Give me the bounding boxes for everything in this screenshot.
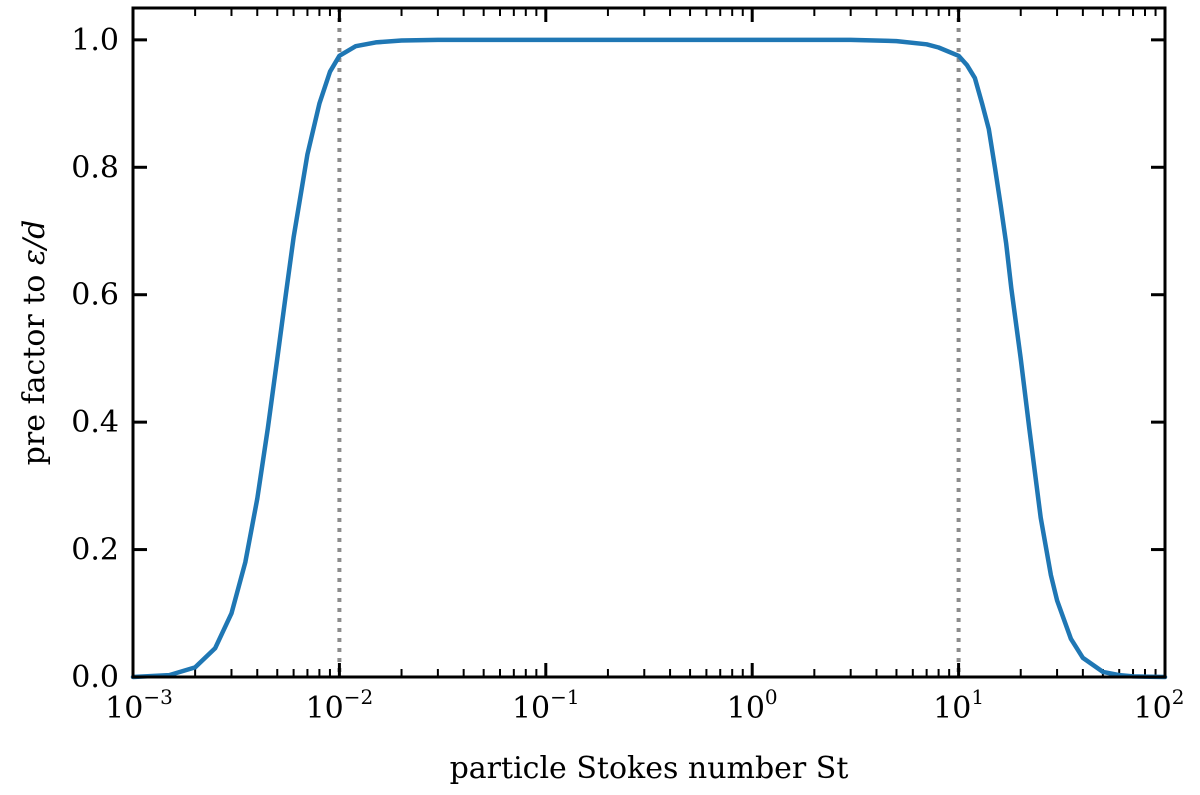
- y-tick-label: 0.0: [71, 660, 119, 695]
- y-tick-label: 0.8: [71, 150, 119, 185]
- x-axis-label: particle Stokes number St: [450, 751, 849, 786]
- tick-labels: 10−3 10−2 10−1 100 101 102 0.0 0.2 0.4 0.6 0.8 1.0: [71, 23, 1184, 726]
- y-tick-label: 0.6: [71, 278, 119, 313]
- x-tick-label: 10−2: [306, 685, 374, 726]
- y-tick-label: 1.0: [71, 23, 119, 58]
- y-tick-label: 0.4: [71, 405, 119, 440]
- reference-lines: [337, 8, 961, 677]
- x-tick-label: 102: [1134, 685, 1185, 726]
- x-tick-label: 101: [933, 685, 984, 726]
- x-tick-label: 10−3: [105, 685, 173, 726]
- y-axis-label-math: ε/d: [17, 220, 52, 265]
- series-group: [130, 37, 1168, 680]
- plot-frame: [131, 6, 1167, 679]
- y-axis-label: pre factor to ε/d: [17, 220, 52, 466]
- x-tick-label: 10−1: [512, 685, 580, 726]
- y-tick-label: 0.2: [71, 533, 119, 568]
- x-tick-label: 100: [727, 685, 778, 726]
- axis-ticks: [131, 8, 1167, 679]
- y-axis-label-text: pre factor to: [17, 265, 52, 465]
- series-line-1: [130, 37, 1168, 680]
